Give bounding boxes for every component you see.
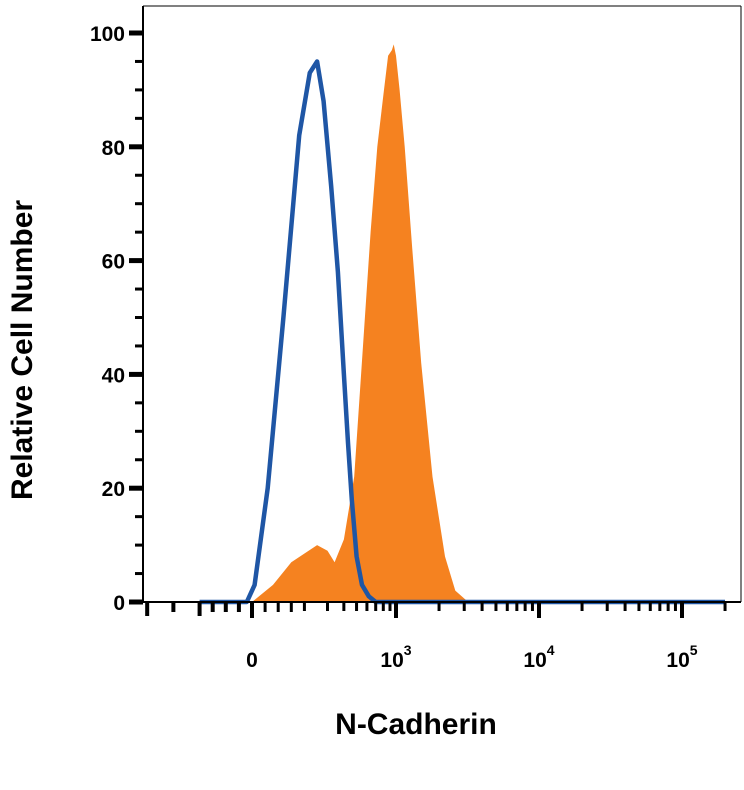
y-tick-label: 20 bbox=[102, 478, 125, 501]
x-tick-label: 0 bbox=[246, 649, 258, 672]
y-tick-label: 100 bbox=[90, 23, 125, 46]
series-layer bbox=[199, 44, 726, 605]
y-tick-label: 80 bbox=[102, 137, 125, 160]
y-tick-label: 40 bbox=[102, 364, 125, 387]
y-axis-ticks: 0 20 40 60 80 100 bbox=[90, 23, 143, 615]
y-tick-label: 60 bbox=[102, 251, 125, 274]
axes-layer bbox=[142, 5, 742, 603]
x-tick-label: 104 bbox=[523, 642, 554, 672]
x-tick-label: 105 bbox=[666, 642, 697, 672]
y-tick-label: 0 bbox=[113, 592, 125, 615]
y-axis-title: Relative Cell Number bbox=[6, 200, 39, 500]
series-area-0 bbox=[236, 44, 726, 602]
x-axis-title: N-Cadherin bbox=[335, 708, 497, 741]
series-line-1 bbox=[199, 59, 725, 605]
x-tick-label: 103 bbox=[380, 642, 411, 672]
x-axis-ticks: 0 103 104 105 bbox=[145, 602, 727, 672]
